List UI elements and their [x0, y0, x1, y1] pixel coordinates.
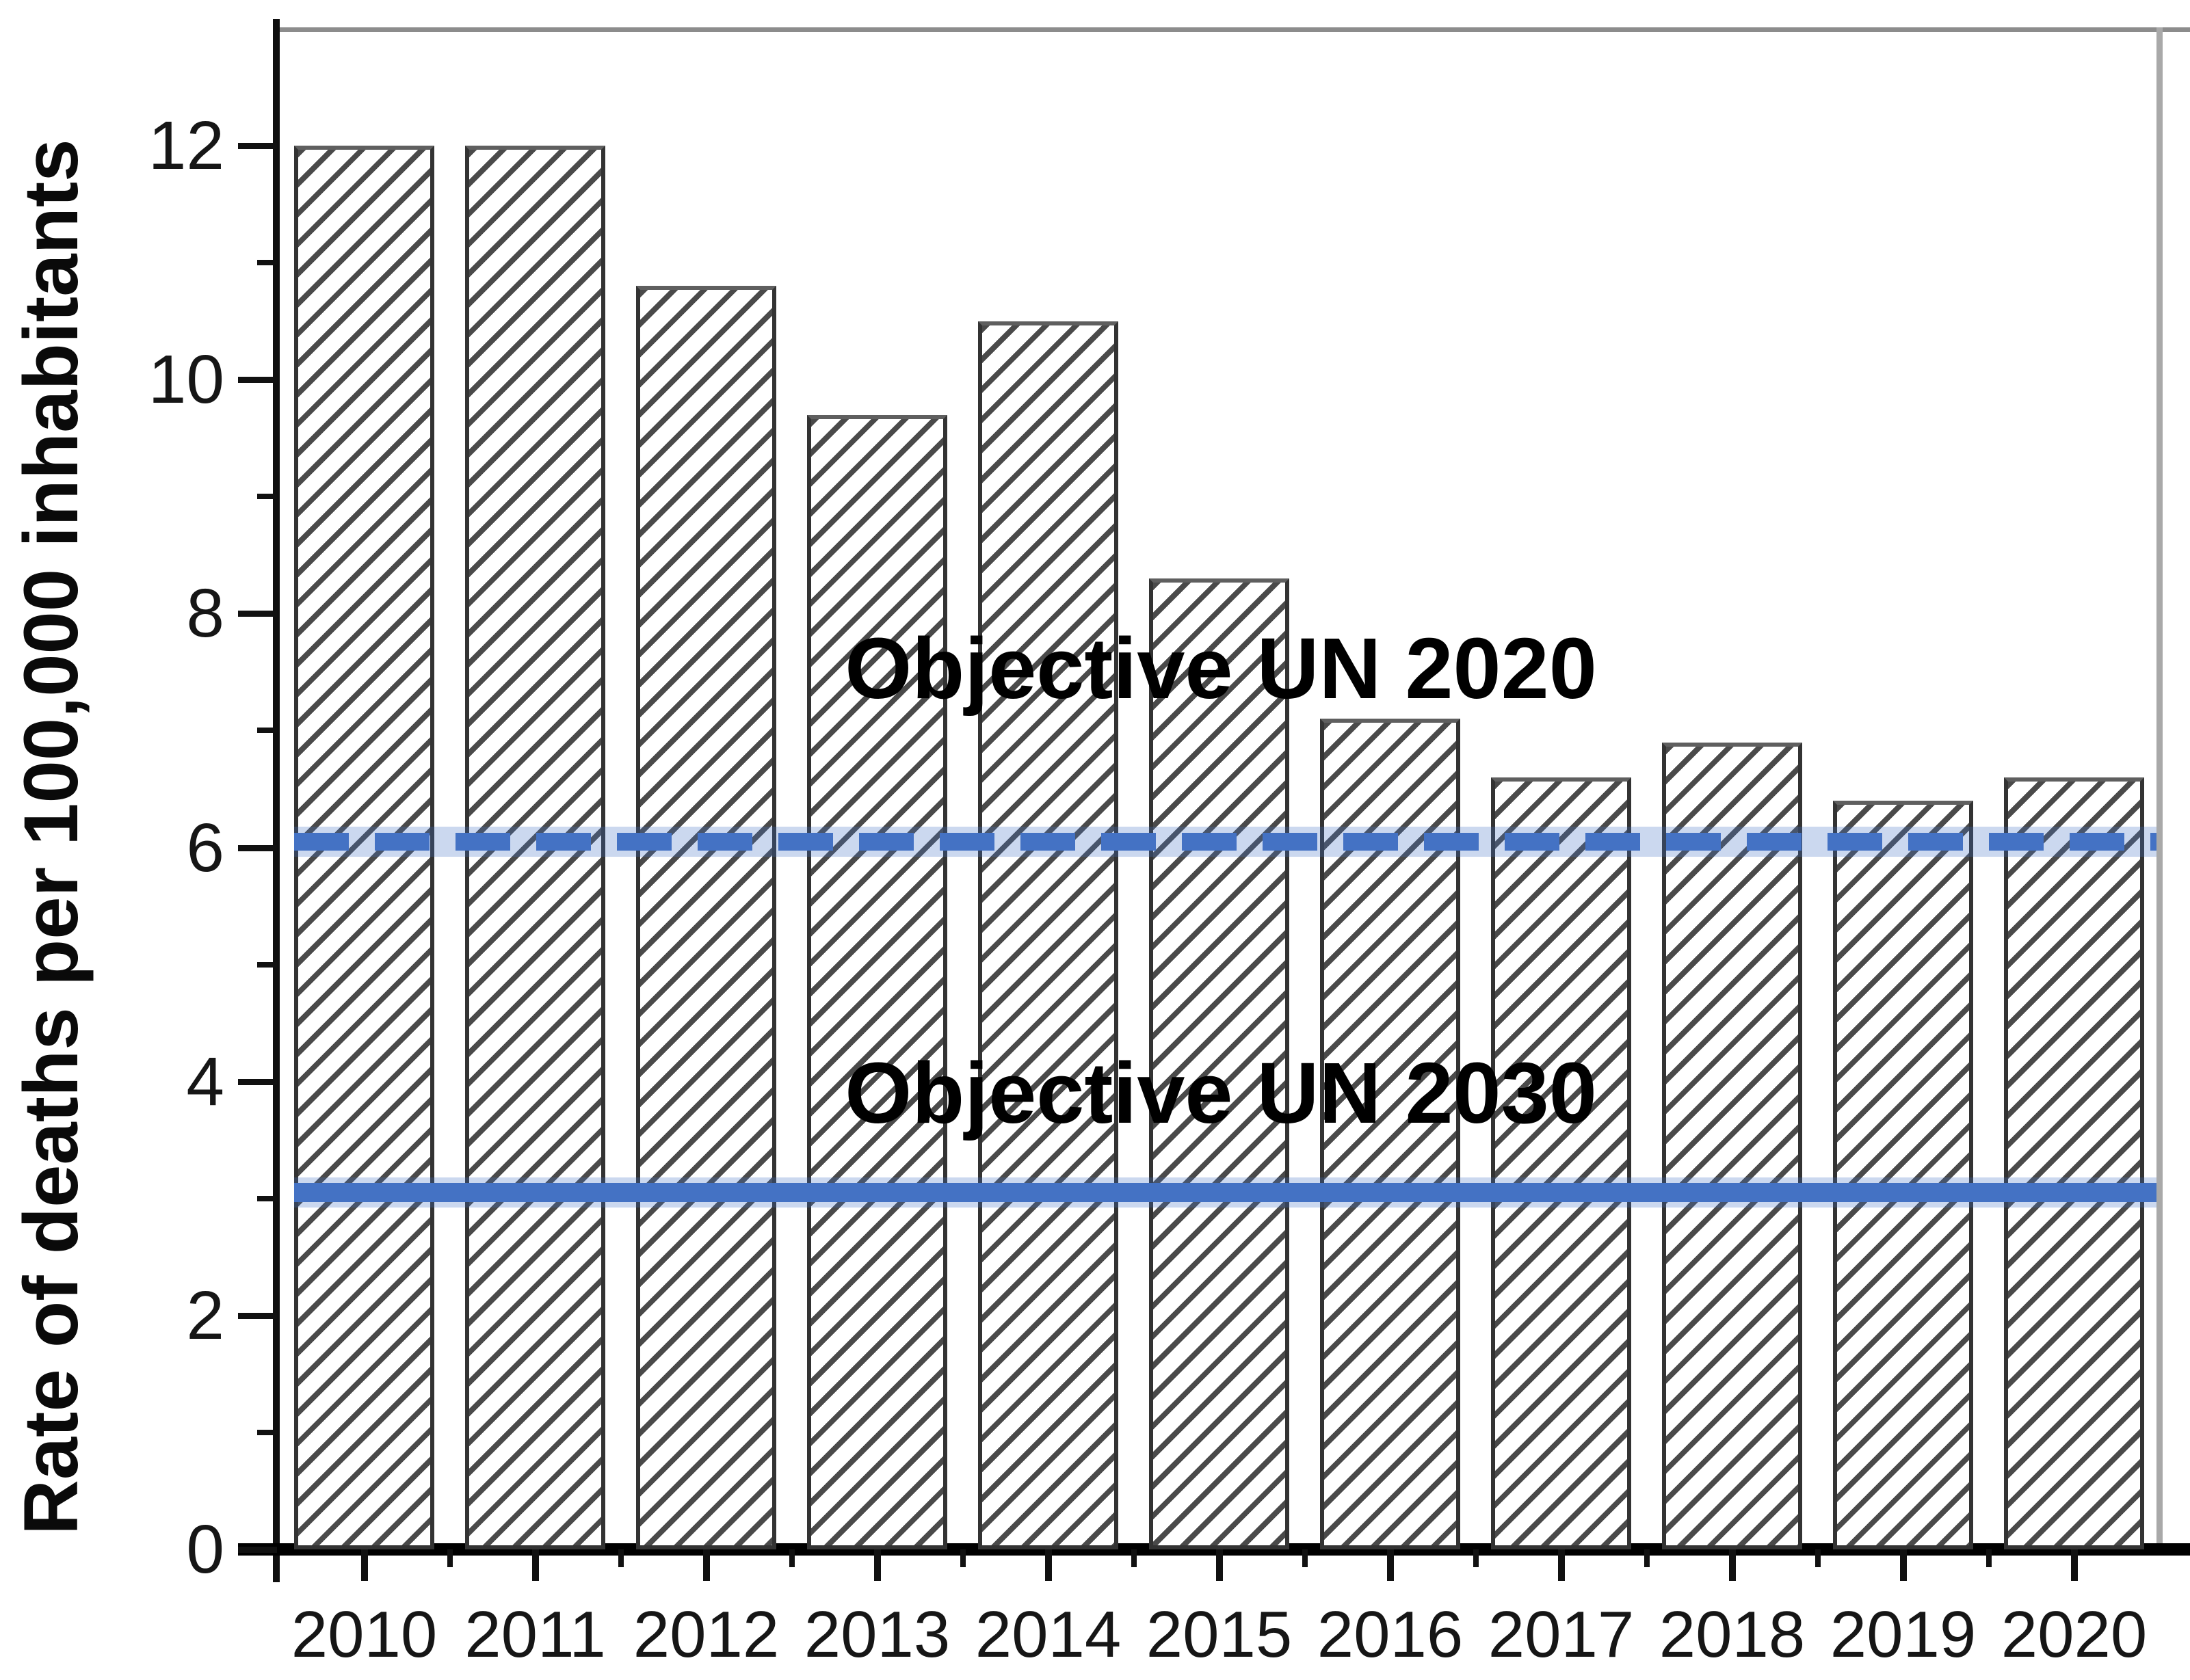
- y-axis-tick-label-8: 8: [186, 575, 224, 652]
- x-axis-tick-label-2013: 2013: [804, 1598, 951, 1671]
- y-axis-tick-label-0: 0: [186, 1511, 224, 1588]
- y-axis-tick-label-4: 4: [186, 1043, 224, 1120]
- bar-2018: [1662, 742, 1802, 1549]
- x-axis-tick-label-2019: 2019: [1830, 1598, 1977, 1671]
- y-axis-major-tick-6: [238, 844, 277, 851]
- y-axis-major-tick-2: [238, 1312, 277, 1319]
- x-axis-minor-tick-2013: [960, 1549, 966, 1567]
- x-axis-minor-tick-2012: [789, 1549, 795, 1567]
- x-axis-minor-tick-2011: [618, 1549, 624, 1567]
- y-axis-major-tick-8: [238, 611, 277, 617]
- y-axis-minor-tick-7: [257, 728, 277, 734]
- x-axis-tick-label-2012: 2012: [633, 1598, 780, 1671]
- x-axis-major-tick-2020: [2070, 1549, 2078, 1581]
- plot-top-spine: [273, 27, 2190, 32]
- x-axis-tick-label-2017: 2017: [1488, 1598, 1635, 1671]
- x-axis-major-tick-2012: [702, 1549, 710, 1581]
- y-axis-minor-tick-5: [257, 961, 277, 968]
- x-axis-minor-tick-2010: [447, 1549, 453, 1567]
- bar-2016: [1320, 719, 1460, 1549]
- x-axis-tick-label-2011: 2011: [464, 1598, 606, 1671]
- reference-line-solid-un-2030: [294, 1183, 2156, 1203]
- x-axis-major-tick-2014: [1044, 1549, 1052, 1581]
- x-axis-tick-label-2014: 2014: [975, 1598, 1122, 1671]
- x-axis-tick-label-2010: 2010: [291, 1598, 438, 1671]
- x-axis-major-tick-2011: [531, 1549, 539, 1581]
- x-axis-major-tick-2016: [1386, 1549, 1394, 1581]
- y-axis-line: [273, 19, 280, 1582]
- y-axis-tick-label-10: 10: [148, 341, 224, 418]
- y-axis-major-tick-4: [238, 1078, 277, 1085]
- x-axis-major-tick-2015: [1215, 1549, 1223, 1581]
- x-axis-minor-tick-2015: [1302, 1549, 1308, 1567]
- y-axis-major-tick-12: [238, 143, 277, 150]
- y-axis-minor-tick-9: [257, 494, 277, 500]
- bar-2013: [807, 414, 947, 1549]
- y-axis-tick-label-2: 2: [186, 1277, 224, 1354]
- x-axis-tick-label-2016: 2016: [1317, 1598, 1464, 1671]
- x-axis-minor-tick-2016: [1473, 1549, 1479, 1567]
- bar-2017: [1491, 777, 1631, 1549]
- x-axis-major-tick-2017: [1557, 1549, 1565, 1581]
- x-axis-major-tick-2013: [873, 1549, 881, 1581]
- y-axis-major-tick-0: [238, 1547, 277, 1553]
- y-axis-tick-label-6: 6: [186, 809, 224, 886]
- x-axis-minor-tick-2018: [1815, 1549, 1821, 1567]
- bar-2012: [636, 286, 776, 1549]
- x-axis-minor-tick-2014: [1131, 1549, 1137, 1567]
- bar-2019: [1833, 801, 1973, 1549]
- y-axis-tick-label-12: 12: [148, 107, 224, 185]
- reference-line-label-un-2020: Objective UN 2020: [845, 620, 1597, 717]
- x-axis-major-tick-2019: [1899, 1549, 1907, 1581]
- reference-line-dashed-un-2020: [294, 832, 2156, 851]
- bar-2014: [978, 321, 1118, 1549]
- x-axis-tick-label-2015: 2015: [1146, 1598, 1293, 1671]
- x-axis-major-tick-2018: [1728, 1549, 1736, 1581]
- x-axis-major-tick-2010: [360, 1549, 368, 1581]
- x-axis-tick-label-2018: 2018: [1659, 1598, 1806, 1671]
- y-axis-major-tick-10: [238, 377, 277, 384]
- y-axis-minor-tick-1: [257, 1429, 277, 1435]
- x-axis-tick-label-2020: 2020: [2001, 1598, 2148, 1671]
- x-axis-minor-tick-2019: [1985, 1549, 1992, 1567]
- y-axis-minor-tick-3: [257, 1195, 277, 1201]
- bar-2015: [1149, 578, 1289, 1549]
- plot-right-spine: [2156, 27, 2163, 1551]
- y-axis-minor-tick-11: [257, 260, 277, 266]
- x-axis-minor-tick-2017: [1644, 1549, 1650, 1567]
- bar-2020: [2004, 777, 2144, 1549]
- reference-line-label-un-2030: Objective UN 2030: [845, 1045, 1597, 1141]
